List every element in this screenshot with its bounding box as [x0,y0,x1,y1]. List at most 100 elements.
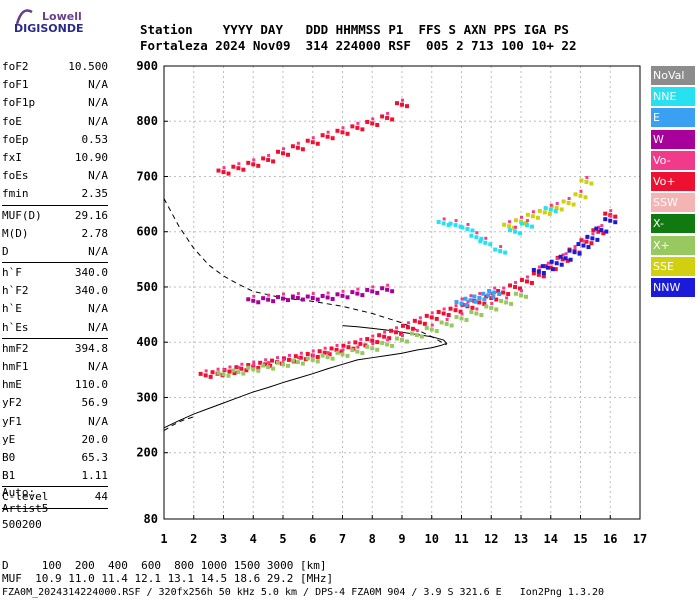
echo-point [540,264,545,269]
echo-point [390,117,395,122]
echo-point [360,351,365,356]
echo-point [442,307,446,311]
echo-point [210,370,215,375]
echo-point [514,225,518,229]
echo-point [380,114,385,119]
param-name: hmF2 [2,341,29,355]
echo-point [400,323,405,328]
param-value: N/A [88,414,108,428]
echo-point [491,294,496,299]
echo-point [453,223,458,228]
echo-point [400,102,404,107]
echo-point [558,254,563,259]
echo-point [386,283,390,287]
param-name: M(D) [2,226,29,240]
param-name: hmE [2,378,22,392]
echo-point [315,297,320,302]
echo-point [561,253,565,257]
echo-point [237,366,241,370]
echo-point [478,292,482,296]
echo-point [585,176,589,180]
echo-point [460,312,464,316]
echo-point [394,330,399,335]
echo-point [597,225,601,229]
echo-point [561,199,566,204]
echo-point [216,370,221,375]
param-value: N/A [88,78,108,92]
echo-point [256,366,261,371]
echo-point [286,363,290,368]
echo-point [583,195,588,200]
y-tick-label: 80 [144,512,158,526]
extrapolated-profile-lower-dashed [163,416,194,432]
echo-point [424,313,429,318]
echo-point [341,348,345,352]
echo-point [591,228,596,233]
echo-point [591,232,595,236]
echo-point [290,144,295,149]
echo-point [465,226,470,231]
echo-point [385,287,390,292]
echo-point [514,291,518,296]
echo-point [296,141,300,145]
echo-point [409,331,414,336]
polarization-legend: NoVal NNE E W Vo- Vo+ SSW X- X+ SSE NNW [651,66,695,299]
echo-point [603,211,608,216]
echo-point [524,294,528,299]
echo-point [360,127,365,132]
echo-point [466,222,470,226]
param-row: C-level 44 [2,488,108,506]
echo-point [356,287,360,291]
echo-point [252,360,256,364]
echo-point [508,220,512,224]
echo-point [386,111,390,115]
echo-point [518,231,523,236]
echo-point [264,358,268,362]
echo-point [454,219,458,223]
echo-point [454,304,458,308]
echo-point [267,361,271,365]
echo-point [549,259,554,264]
x-tick-label: 9 [398,532,405,546]
echo-point [300,297,305,302]
echo-point [543,206,548,211]
param-value: 1.11 [81,469,109,483]
echo-point [445,317,449,321]
echo-point [449,323,454,328]
param-row: yE 20.0 [2,431,108,449]
x-tick-label: 13 [514,532,528,546]
param-row: foF1p N/A [2,94,108,112]
echo-point [267,293,271,297]
echo-point [536,272,541,277]
echo-point [266,365,271,370]
echo-point [334,347,339,352]
echo-point [385,115,390,120]
param-name: yF1 [2,414,22,428]
echo-point [519,293,523,298]
echo-point [268,363,273,368]
param-name: B1 [2,469,16,483]
echo-point [345,353,350,358]
param-value: N/A [88,244,108,258]
param-row: h`F2 340.0 [2,282,108,300]
echo-point [329,346,334,351]
param-name: fmin [2,187,29,201]
echo-point [271,366,276,371]
param-value: N/A [88,320,108,334]
echo-point [226,373,231,378]
echo-point [282,358,285,362]
echo-point [251,364,256,369]
param-value: N/A [88,96,108,110]
echo-point [322,350,327,355]
echo-point [320,133,325,138]
echo-point [469,233,474,238]
echo-point [469,309,474,314]
y-tick-label: 900 [136,59,158,73]
echo-point [358,341,363,346]
y-tick-label: 200 [136,446,158,460]
param-row: foE N/A [2,113,108,131]
echo-point [424,326,429,331]
echo-point [543,264,548,269]
echo-point [589,181,594,186]
echo-point [454,314,459,319]
